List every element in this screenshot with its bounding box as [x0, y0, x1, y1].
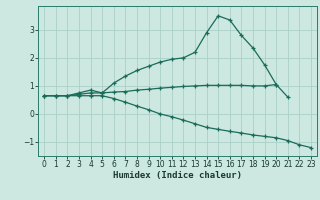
X-axis label: Humidex (Indice chaleur): Humidex (Indice chaleur) [113, 171, 242, 180]
